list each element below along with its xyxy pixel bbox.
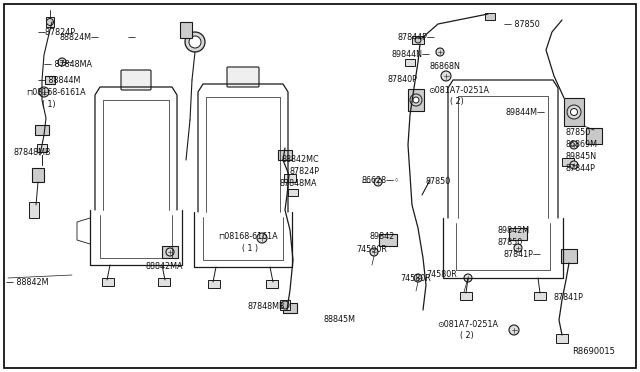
Text: 87850: 87850	[425, 177, 451, 186]
Text: ⊙081A7-0251A: ⊙081A7-0251A	[428, 86, 489, 95]
Circle shape	[410, 94, 422, 106]
Circle shape	[39, 87, 49, 97]
Text: 87844P—: 87844P—	[398, 33, 436, 42]
Text: 87848MB: 87848MB	[14, 148, 51, 157]
Text: — 87848MA: — 87848MA	[44, 60, 92, 69]
Bar	[208, 280, 220, 288]
Bar	[278, 150, 292, 160]
Text: ⊓08168-6161A: ⊓08168-6161A	[26, 88, 86, 97]
Bar	[32, 168, 44, 182]
Text: 87841P—: 87841P—	[504, 250, 542, 259]
Bar	[561, 249, 577, 263]
Text: 74580R: 74580R	[426, 270, 457, 279]
Bar	[412, 36, 424, 44]
Text: 87850: 87850	[498, 238, 524, 247]
Circle shape	[185, 32, 205, 52]
Text: 89844N—: 89844N—	[392, 50, 431, 59]
Bar	[266, 280, 278, 288]
Bar	[102, 278, 114, 286]
Text: ( 1): ( 1)	[42, 100, 56, 109]
Circle shape	[415, 37, 421, 43]
Circle shape	[436, 48, 444, 56]
Bar	[460, 292, 472, 300]
Bar	[280, 300, 290, 310]
Bar	[162, 246, 178, 258]
Text: ( 1 ): ( 1 )	[242, 244, 258, 253]
Text: 88845M: 88845M	[323, 315, 355, 324]
Bar	[158, 278, 170, 286]
Bar	[46, 17, 54, 27]
Text: ⊙081A7-0251A: ⊙081A7-0251A	[437, 320, 498, 329]
Text: 88842MC: 88842MC	[282, 155, 319, 164]
Bar	[35, 125, 49, 135]
Circle shape	[464, 274, 472, 282]
Text: — 88842M: — 88842M	[6, 278, 49, 287]
Bar	[180, 22, 192, 38]
Bar	[562, 158, 574, 166]
Text: 89842: 89842	[370, 232, 396, 241]
Circle shape	[374, 178, 382, 186]
Text: — 88844M: — 88844M	[38, 76, 81, 85]
Text: 87848MA: 87848MA	[280, 179, 317, 188]
Bar	[379, 234, 397, 246]
Bar	[485, 13, 495, 19]
Circle shape	[509, 325, 519, 335]
Circle shape	[166, 248, 174, 256]
Text: 88824M—: 88824M—	[60, 33, 100, 42]
Text: 86628—◦: 86628—◦	[362, 176, 400, 185]
Text: 89845N: 89845N	[566, 152, 597, 161]
Circle shape	[570, 109, 577, 115]
Text: 86869M: 86869M	[566, 140, 598, 149]
Text: 87850: 87850	[566, 128, 591, 137]
Bar	[405, 58, 415, 65]
Text: —: —	[128, 33, 136, 42]
Text: — 87850: — 87850	[504, 20, 540, 29]
Circle shape	[514, 244, 522, 252]
Bar	[284, 174, 296, 182]
Bar	[564, 98, 584, 126]
Text: R8690015: R8690015	[572, 347, 615, 356]
Circle shape	[47, 19, 54, 26]
Bar	[283, 303, 297, 313]
Text: ( 2): ( 2)	[460, 331, 474, 340]
Circle shape	[189, 36, 201, 48]
Circle shape	[414, 274, 422, 282]
Circle shape	[570, 161, 578, 169]
Bar	[29, 202, 39, 218]
Bar	[45, 76, 55, 84]
Circle shape	[58, 58, 66, 66]
Bar	[556, 334, 568, 343]
Text: 87840P: 87840P	[388, 75, 418, 84]
Text: ⊓08168-6161A: ⊓08168-6161A	[218, 232, 278, 241]
Bar	[534, 292, 546, 300]
Circle shape	[413, 97, 419, 103]
Circle shape	[281, 301, 289, 309]
Text: 87824P: 87824P	[290, 167, 320, 176]
FancyBboxPatch shape	[121, 70, 151, 90]
Text: 87841P: 87841P	[554, 293, 584, 302]
Text: 89842M: 89842M	[498, 226, 530, 235]
Text: ( 2): ( 2)	[450, 97, 464, 106]
FancyBboxPatch shape	[227, 67, 259, 87]
Circle shape	[567, 105, 581, 119]
Circle shape	[441, 71, 451, 81]
Text: 89844M—: 89844M—	[506, 108, 546, 117]
Bar	[288, 189, 298, 196]
Bar	[586, 128, 602, 144]
Text: 88842MA: 88842MA	[145, 262, 182, 271]
Text: 86868N: 86868N	[429, 62, 460, 71]
Text: 87848MB: 87848MB	[248, 302, 285, 311]
Bar	[509, 228, 527, 240]
Text: 87844P: 87844P	[566, 164, 596, 173]
Bar	[408, 89, 424, 111]
Text: 74590R: 74590R	[356, 245, 387, 254]
Bar	[37, 144, 47, 152]
Circle shape	[257, 233, 267, 243]
Circle shape	[370, 248, 378, 256]
Text: —87824P: —87824P	[38, 28, 76, 37]
Circle shape	[570, 141, 578, 149]
Text: 74580R: 74580R	[400, 274, 431, 283]
